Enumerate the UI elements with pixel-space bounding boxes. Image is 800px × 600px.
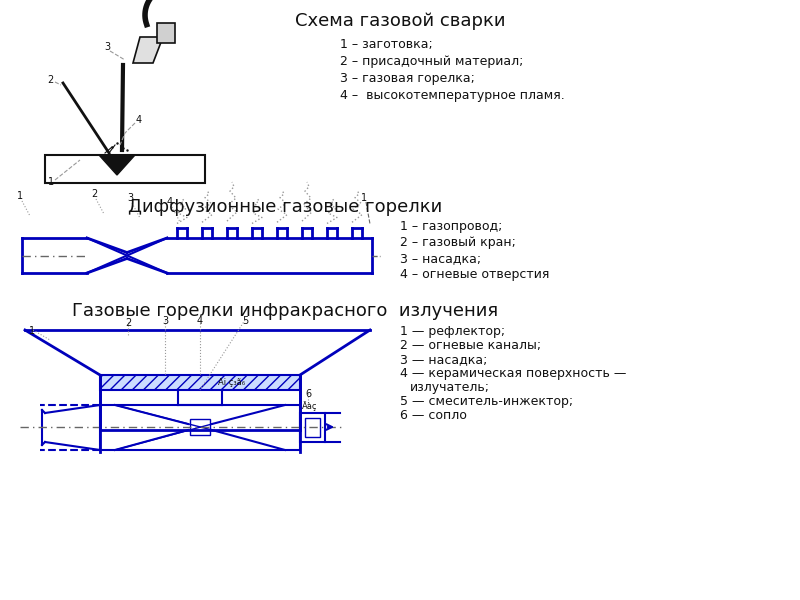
Text: Газовые горелки инфракрасного  излучения: Газовые горелки инфракрасного излучения — [72, 302, 498, 320]
Text: 1: 1 — [29, 326, 35, 336]
Text: 1 – заготовка;: 1 – заготовка; — [340, 38, 433, 51]
Text: 4: 4 — [167, 197, 173, 207]
Text: 2: 2 — [91, 189, 97, 199]
Text: 3 – насадка;: 3 – насадка; — [400, 252, 481, 265]
Text: излучатель;: излучатель; — [410, 381, 490, 394]
Text: 5: 5 — [242, 316, 248, 326]
Text: 2 – газовый кран;: 2 – газовый кран; — [400, 236, 516, 249]
Text: 4 – огневые отверстия: 4 – огневые отверстия — [400, 268, 550, 281]
Text: Схема газовой сварки: Схема газовой сварки — [294, 12, 506, 30]
Polygon shape — [45, 155, 205, 183]
Text: 3: 3 — [162, 316, 168, 326]
Text: 3: 3 — [127, 193, 133, 203]
Text: 4 — керамическая поверхность —: 4 — керамическая поверхность — — [400, 367, 626, 380]
Polygon shape — [157, 23, 175, 43]
Polygon shape — [100, 375, 300, 390]
Text: 6 — сопло: 6 — сопло — [400, 409, 467, 422]
Text: 3 – газовая горелка;: 3 – газовая горелка; — [340, 72, 475, 85]
Text: 1 – газопровод;: 1 – газопровод; — [400, 220, 502, 233]
Text: Аі ç₃ã₆: Аі ç₃ã₆ — [218, 378, 245, 387]
Text: Диффузионные газовые горелки: Диффузионные газовые горелки — [128, 198, 442, 216]
Text: 5 — смеситель-инжектор;: 5 — смеситель-инжектор; — [400, 395, 573, 408]
Text: 2 – присадочный материал;: 2 – присадочный материал; — [340, 55, 523, 68]
Text: 2: 2 — [47, 75, 53, 85]
Text: 6: 6 — [305, 389, 311, 399]
Text: 4: 4 — [197, 316, 203, 326]
Text: 4: 4 — [136, 115, 142, 125]
Text: 1: 1 — [48, 177, 54, 187]
Text: 4 –  высокотемпературное пламя.: 4 – высокотемпературное пламя. — [340, 89, 565, 102]
Text: 1 — рефлектор;: 1 — рефлектор; — [400, 325, 505, 338]
Text: 3 — насадка;: 3 — насадка; — [400, 353, 487, 366]
Text: Ãàç: Ãàç — [302, 401, 318, 411]
Text: 1: 1 — [17, 191, 23, 201]
Text: 2: 2 — [125, 318, 131, 328]
Polygon shape — [133, 37, 163, 63]
Text: 2 — огневые каналы;: 2 — огневые каналы; — [400, 339, 541, 352]
Polygon shape — [99, 155, 135, 175]
Text: 1: 1 — [361, 193, 367, 203]
Text: 3: 3 — [104, 42, 110, 52]
